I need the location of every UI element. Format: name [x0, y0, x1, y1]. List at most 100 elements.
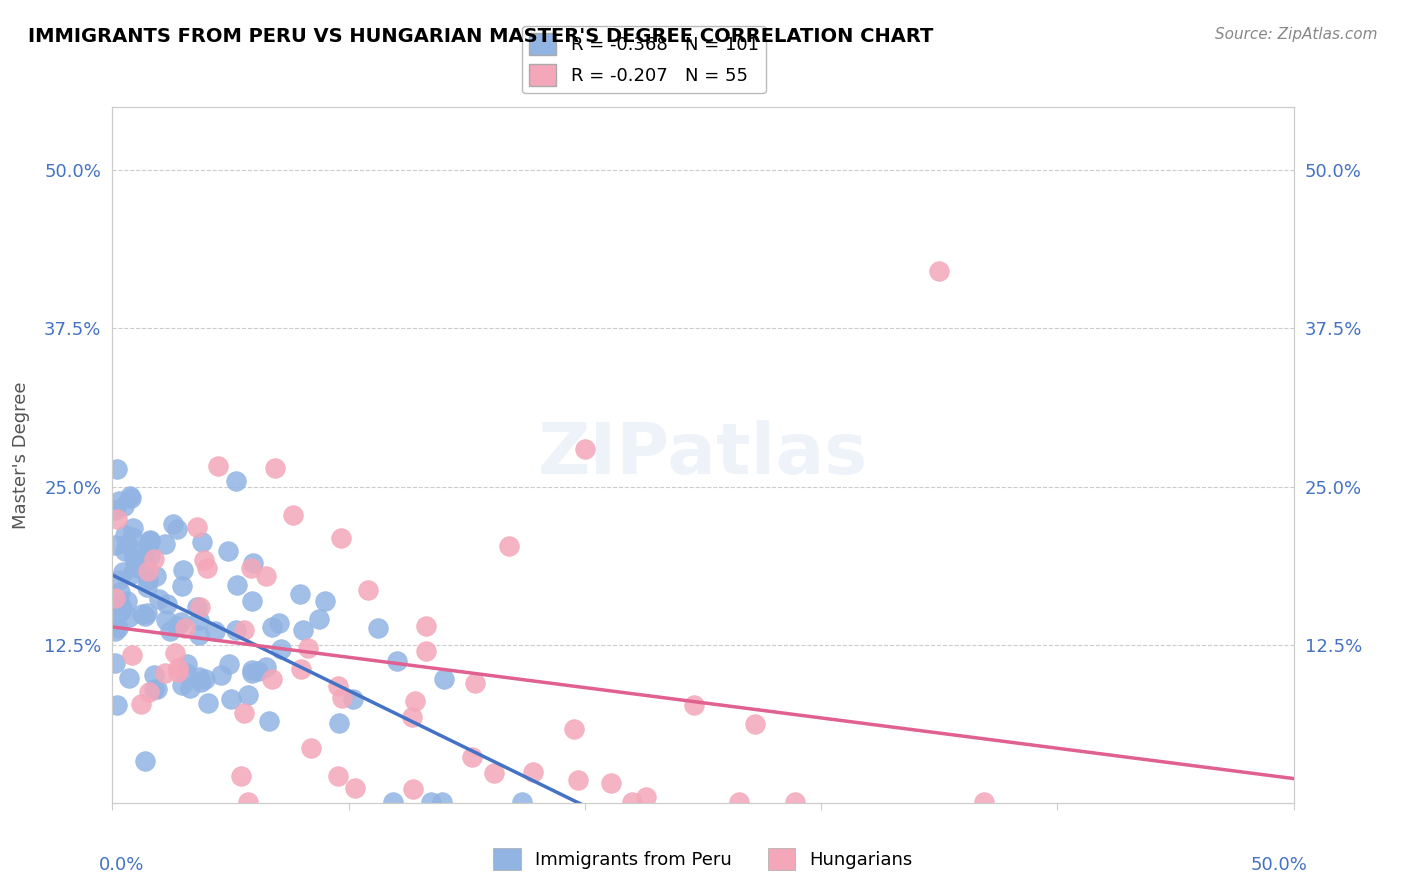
Point — [108, 597, 131, 611]
Point — [402, 782, 425, 797]
Point — [599, 776, 621, 790]
Point — [121, 567, 143, 582]
Point — [204, 624, 226, 638]
Point — [482, 765, 505, 780]
Text: 50.0%: 50.0% — [1251, 856, 1308, 874]
Point — [464, 676, 486, 690]
Point — [404, 693, 426, 707]
Point — [242, 556, 264, 570]
Point — [356, 583, 378, 598]
Point — [166, 619, 188, 633]
Point — [104, 538, 127, 552]
Point — [432, 672, 454, 686]
Point — [260, 672, 283, 686]
Point — [382, 795, 405, 809]
Point — [163, 646, 186, 660]
Point — [634, 790, 657, 805]
Point — [167, 665, 190, 679]
Point — [138, 685, 160, 699]
Point — [172, 563, 194, 577]
Point — [229, 769, 252, 783]
Point — [225, 577, 247, 591]
Point — [117, 671, 139, 685]
Point — [574, 442, 596, 456]
Point — [105, 512, 128, 526]
Point — [254, 660, 277, 674]
Point — [240, 663, 263, 677]
Point — [188, 628, 211, 642]
Point — [783, 795, 806, 809]
Point — [122, 521, 145, 535]
Point — [342, 692, 364, 706]
Point — [114, 544, 136, 558]
Point — [107, 494, 129, 508]
Point — [236, 795, 259, 809]
Point — [131, 607, 153, 622]
Point — [145, 569, 167, 583]
Point — [121, 648, 143, 662]
Point — [187, 613, 209, 627]
Point — [415, 643, 437, 657]
Point — [326, 679, 349, 693]
Point — [162, 516, 184, 531]
Point — [159, 624, 181, 638]
Point — [108, 585, 131, 599]
Point — [498, 539, 520, 553]
Point — [129, 697, 152, 711]
Point — [136, 565, 159, 579]
Point — [270, 642, 292, 657]
Point — [104, 503, 127, 517]
Point — [239, 560, 262, 574]
Point — [107, 621, 129, 635]
Point — [105, 462, 128, 476]
Point — [115, 594, 138, 608]
Point — [193, 553, 215, 567]
Point — [218, 657, 240, 672]
Point — [173, 621, 195, 635]
Point — [264, 461, 287, 475]
Point — [172, 579, 194, 593]
Point — [143, 681, 166, 696]
Point — [129, 562, 152, 576]
Point — [167, 661, 190, 675]
Point — [121, 529, 143, 543]
Point — [139, 549, 162, 564]
Point — [176, 665, 198, 680]
Point — [108, 573, 131, 587]
Point — [136, 573, 159, 587]
Point — [156, 597, 179, 611]
Point — [186, 520, 208, 534]
Point — [225, 474, 247, 488]
Point — [197, 697, 219, 711]
Point — [291, 623, 314, 637]
Point — [135, 580, 157, 594]
Point — [330, 531, 353, 545]
Point — [115, 536, 138, 550]
Point — [155, 666, 177, 681]
Point — [299, 741, 322, 756]
Point — [146, 681, 169, 696]
Point — [104, 591, 127, 605]
Point — [564, 722, 586, 736]
Point — [170, 678, 193, 692]
Y-axis label: Master's Degree: Master's Degree — [13, 381, 30, 529]
Point — [246, 664, 269, 678]
Point — [138, 533, 160, 547]
Point — [112, 499, 135, 513]
Point — [134, 754, 156, 768]
Point — [367, 621, 389, 635]
Point — [240, 594, 263, 608]
Point — [744, 717, 766, 731]
Point — [727, 795, 749, 809]
Point — [105, 698, 128, 713]
Point — [207, 458, 229, 473]
Point — [104, 657, 127, 671]
Point — [314, 594, 336, 608]
Point — [114, 528, 136, 542]
Text: IMMIGRANTS FROM PERU VS HUNGARIAN MASTER'S DEGREE CORRELATION CHART: IMMIGRANTS FROM PERU VS HUNGARIAN MASTER… — [28, 27, 934, 45]
Point — [179, 681, 201, 696]
Point — [401, 710, 423, 724]
Point — [104, 624, 127, 639]
Point — [225, 624, 247, 638]
Point — [567, 773, 589, 788]
